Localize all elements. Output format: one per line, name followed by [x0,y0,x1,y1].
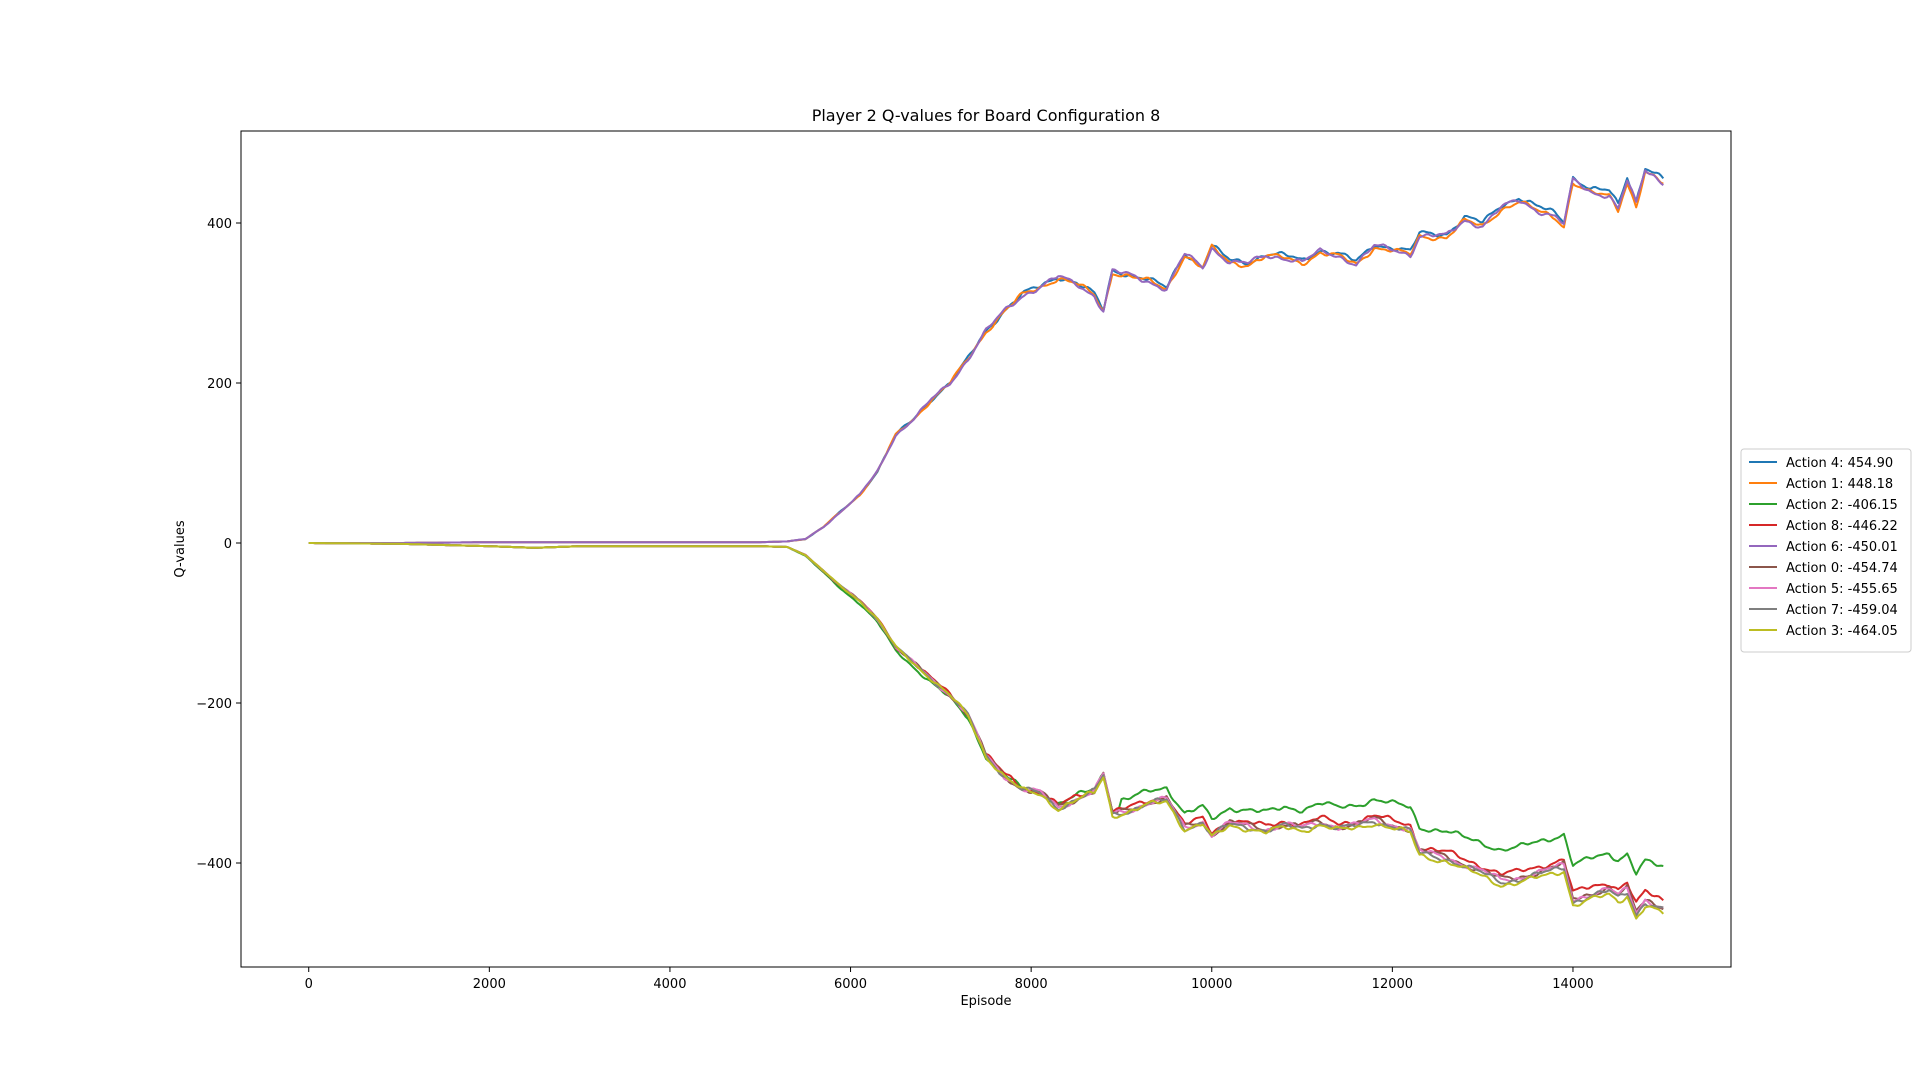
legend-entry: Action 2: -406.15 [1786,498,1898,513]
plot-area [308,168,1665,920]
series-line [308,542,1665,920]
legend-box [1740,448,1912,653]
legend-entry: Action 8: -446.22 [1786,519,1898,534]
x-tick-label: 12000 [1372,977,1413,992]
legend-entry: Action 4: 454.90 [1786,456,1893,471]
y-tick-label: −200 [196,697,232,712]
series-line [308,169,1664,544]
legend-entry: Action 0: -454.74 [1786,561,1898,576]
chart-title: Player 2 Q-values for Board Configuratio… [812,106,1161,125]
x-axis: 0 2000 4000 6000 8000 10000 12000 14000 [305,967,1594,992]
x-tick-label: 10000 [1191,977,1232,992]
x-tick-label: 14000 [1552,977,1593,992]
legend-entry: Action 1: 448.18 [1786,477,1893,492]
y-tick-label: 200 [207,377,232,392]
legend-entry: Action 6: -450.01 [1786,540,1898,555]
legend-entry: Action 5: -455.65 [1786,582,1898,597]
x-tick-label: 2000 [473,977,506,992]
plot-frame [240,130,1732,968]
y-axis-label: Q-values [173,520,188,577]
y-axis: −400 −200 0 200 400 [196,217,241,872]
x-tick-label: 0 [305,977,313,992]
legend-entry: Action 7: -459.04 [1786,603,1898,618]
y-tick-label: −400 [196,857,232,872]
y-tick-label: 0 [224,537,232,552]
legend: Action 4: 454.90 Action 1: 448.18 Action 2… [1740,448,1912,653]
legend-entry: Action 3: -464.05 [1786,624,1898,639]
x-tick-label: 6000 [834,977,867,992]
x-tick-label: 8000 [1015,977,1048,992]
x-axis-label: Episode [960,994,1011,1009]
x-tick-label: 4000 [653,977,686,992]
y-tick-label: 400 [207,217,232,232]
